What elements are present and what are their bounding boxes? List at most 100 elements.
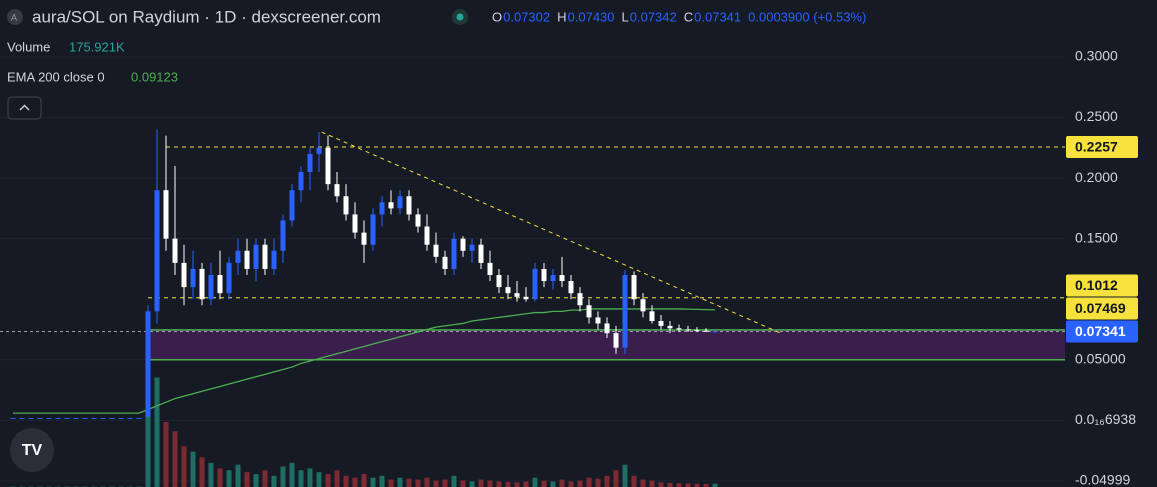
candle-body [532,268,538,300]
candle-body [190,268,196,288]
ohlc-key: L [622,9,629,24]
collapse-button[interactable] [7,96,42,120]
volume-bar [577,480,583,487]
candle-body [343,196,349,215]
volume-bar [343,475,349,487]
volume-bar [316,472,322,487]
candle-body [370,214,376,245]
candle-body [100,417,106,419]
candle-body [604,323,610,334]
header: A aura/SOL on Raydium · 1D · dexscreener… [7,7,866,472]
y-tick-label: 0.1500 [1075,229,1118,245]
volume-bar [397,477,403,487]
candle-body [316,147,322,154]
trendline [321,131,781,334]
candle-body [415,214,421,227]
volume-bar [280,466,286,487]
ema-label: EMA 200 close 0 [7,69,105,84]
candle-body [613,333,619,348]
volume-bar [604,475,610,487]
ohlc-value: 0.07430 [568,9,615,24]
candle-body [127,417,133,419]
volume-bar [541,480,547,487]
volume-bar [631,475,637,487]
candle-body [91,417,97,419]
logo-mark: TV [22,442,43,459]
candle-body [460,238,466,251]
candle-body [82,417,88,419]
candle-body [325,147,331,185]
y-tick-label: 0.2500 [1075,108,1118,124]
ema-value: 0.09123 [131,69,178,84]
volume-bar [496,481,502,487]
volume-bar [145,366,151,487]
candle-body [28,417,34,419]
volume-bar [262,470,268,487]
status-dot [456,13,464,21]
volume-label: Volume [7,39,50,54]
candle-body [442,256,448,269]
volume-bar [388,479,394,487]
candle-body [64,417,70,419]
ema-line [13,308,716,414]
candle-body [406,196,412,215]
candle-body [451,238,457,269]
candle-body [712,331,718,333]
volume-bar [415,479,421,487]
volume-bar [307,468,313,487]
candle-body [199,268,205,300]
candle-body [136,417,142,419]
volume-bar [523,481,529,487]
candle-body [181,262,187,288]
volume-bar [226,470,232,487]
volume-bar [379,475,385,487]
y-tick-label: -0.04999 [1075,472,1130,487]
volume-bar [559,479,565,487]
volume-bar [154,377,160,487]
volume-bar [181,446,187,487]
candle-body [685,329,691,331]
ohlc-key: C [684,9,693,24]
candle-body [559,274,565,282]
volume-bar [289,462,295,487]
candle-body [37,417,43,419]
candle-body [208,274,214,300]
candle-body [334,184,340,197]
price-tag-label: 0.1012 [1075,277,1118,293]
candle-body [154,190,160,312]
candle-body [172,238,178,263]
candle-body [595,317,601,324]
volume-bar [352,477,358,487]
price-tag-label: 0.2257 [1075,139,1118,155]
y-tick-label: 0.3000 [1075,48,1118,64]
candle-body [298,172,304,191]
candle-body [46,417,52,419]
ohlc-key: H [557,9,566,24]
volume-bar [703,483,709,487]
volume-bar [298,470,304,487]
candle-body [640,299,646,312]
candle-body [280,220,286,251]
candle-body [667,325,673,329]
volume-bar [334,470,340,487]
volume-bar [667,482,673,487]
candle-body [424,226,430,245]
volume-bar [406,478,412,487]
volume-bar [649,480,655,487]
volume-bar [190,451,196,487]
candle-body [262,244,268,269]
candle-body [19,417,25,419]
volume-bar [469,481,475,487]
chart-title: aura/SOL on Raydium · 1D · dexscreener.c… [32,7,381,26]
price-tag [1066,274,1138,297]
volume-bar [253,474,259,487]
candle-body [352,214,358,233]
ohlc-value: 0.07342 [630,9,677,24]
y-tick-label: 0.0₁₆6938 [1075,411,1136,427]
price-tag-label: 0.07469 [1075,300,1126,316]
logo-badge [10,428,54,472]
candle-body [577,293,583,306]
candle-body [541,268,547,282]
candle-body [226,262,232,294]
